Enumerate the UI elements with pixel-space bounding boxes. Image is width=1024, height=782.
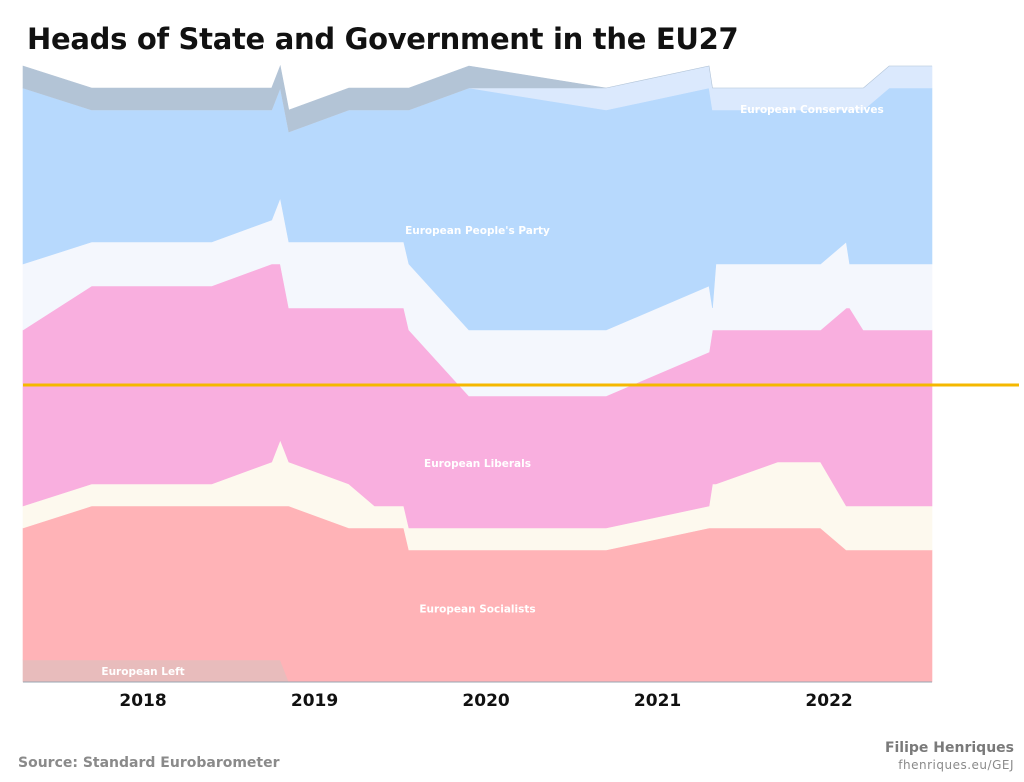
- areas-layer: [22, 64, 933, 683]
- label-european-conservatives: European Conservatives: [740, 104, 884, 116]
- x-tick-2022: 2022: [805, 691, 852, 711]
- author-url[interactable]: fhenriques.eu/GEJ: [898, 758, 1014, 772]
- credit-block: Filipe Henriques fhenriques.eu/GEJ: [885, 740, 1014, 772]
- x-tick-2018: 2018: [119, 691, 166, 711]
- label-european-liberals: European Liberals: [424, 458, 531, 470]
- chart-title: Heads of State and Government in the EU2…: [27, 22, 739, 56]
- x-tick-2021: 2021: [634, 691, 681, 711]
- label-european-left: European Left: [101, 666, 184, 678]
- label-european-people-s-party: European People's Party: [405, 225, 550, 237]
- x-tick-2019: 2019: [291, 691, 338, 711]
- series-labels-layer: European Socialists European Liberals Euro…: [101, 104, 883, 678]
- x-axis: 2018 2019 2020 2021 2022: [23, 681, 932, 711]
- author-name: Filipe Henriques: [884, 740, 1014, 756]
- x-tick-2020: 2020: [462, 691, 509, 711]
- source-note: Source: Standard Eurobarometer: [18, 755, 280, 771]
- area-european-conservatives: [22, 64, 932, 133]
- label-european-socialists: European Socialists: [419, 603, 535, 615]
